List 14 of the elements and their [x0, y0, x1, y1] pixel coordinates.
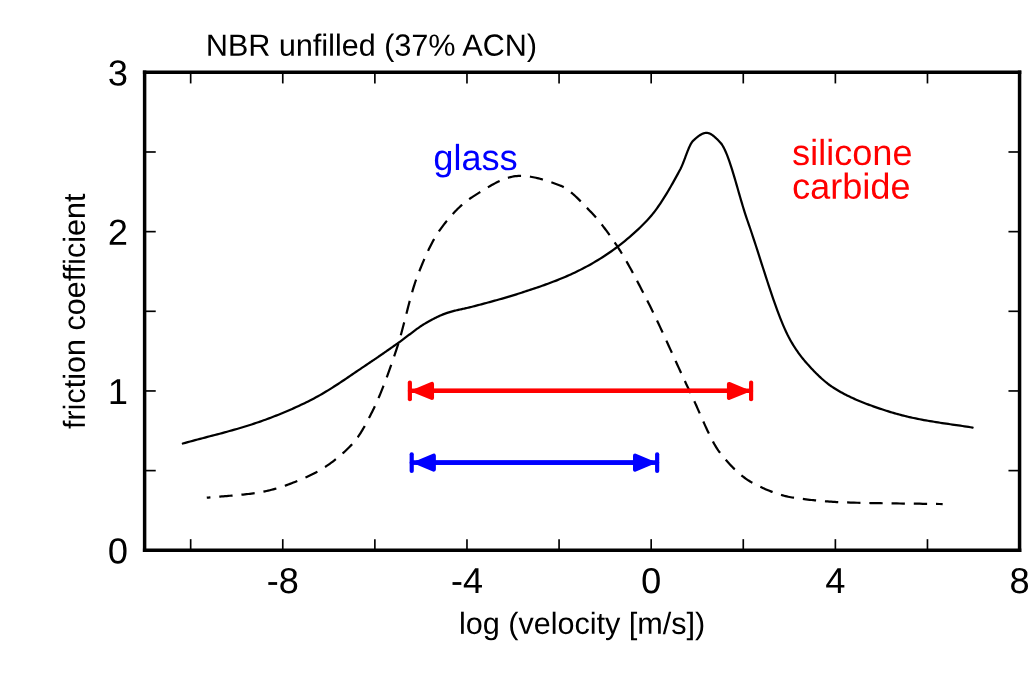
y-tick-label: 1: [110, 379, 127, 405]
x-tick-label: -4: [452, 568, 482, 594]
text: silicone carbide: [793, 138, 911, 200]
chart-title: NBR unfilled (37% ACN): [208, 33, 536, 62]
x-tick-label: -8: [268, 567, 298, 594]
y-tick-label: 2: [109, 219, 127, 245]
x-tick-label: 4: [826, 568, 845, 594]
y-tick-label: 3: [109, 60, 127, 86]
x-tick-label: 8: [1011, 567, 1029, 594]
y-tick-label: 0: [109, 538, 127, 564]
x-axis-title: log (velocity [m/s]): [461, 611, 704, 641]
y-axis-title: friction coefficient: [62, 193, 86, 429]
text: glass: [434, 143, 517, 178]
x-tick-label: 0: [642, 567, 660, 594]
